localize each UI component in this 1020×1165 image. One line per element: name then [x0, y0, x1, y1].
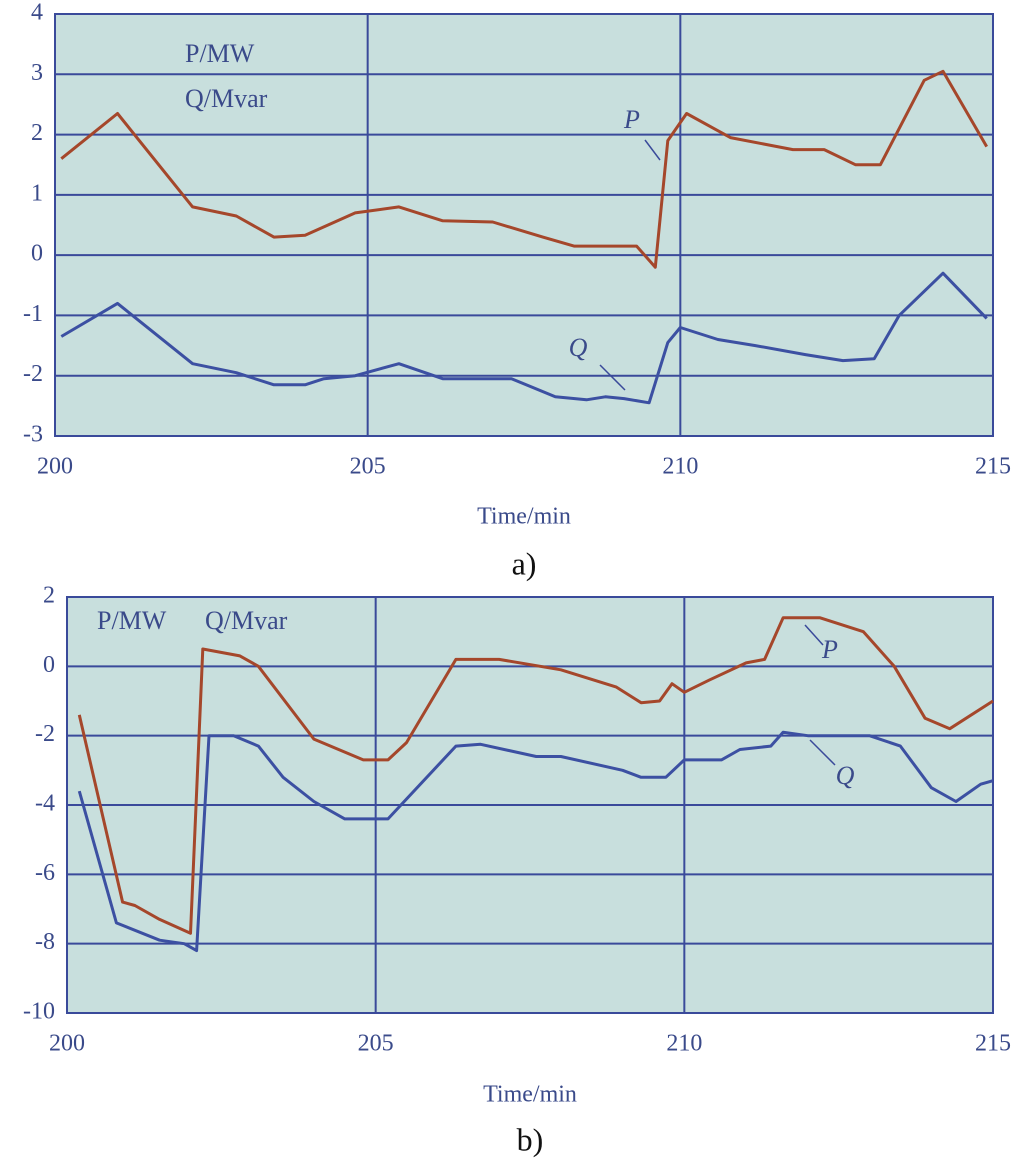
x-tick-label: 205: [358, 1031, 394, 1057]
y-tick-label: 4: [31, 0, 43, 26]
y-tick-label: 0: [31, 241, 43, 267]
y-tick-label: -4: [35, 791, 55, 817]
y-tick-label: 2: [31, 120, 43, 146]
plot-area: [54, 13, 994, 437]
y-tick-label: -1: [23, 301, 43, 327]
subplot-label: b): [517, 1121, 544, 1157]
annotation: Q/Mvar: [205, 606, 288, 635]
x-tick-label: 215: [975, 454, 1011, 480]
series-label: P: [623, 105, 640, 134]
series-line: [77, 730, 994, 953]
x-tick-label: 210: [662, 454, 698, 480]
subplot-label: a): [512, 545, 537, 581]
y-tick-label: -8: [35, 929, 55, 955]
x-axis-label: Time/min: [477, 504, 571, 530]
y-tick-label: -10: [23, 999, 55, 1025]
y-tick-label: 2: [43, 583, 55, 609]
y-tick-label: 0: [43, 652, 55, 678]
series-line: [60, 271, 988, 405]
x-tick-label: 205: [350, 454, 386, 480]
annotation: Q/Mvar: [185, 84, 268, 113]
y-tick-label: 3: [31, 60, 43, 86]
x-tick-label: 200: [37, 454, 73, 480]
y-tick-label: -2: [35, 721, 55, 747]
annotation: P/MW: [97, 606, 167, 635]
series-line: [60, 69, 988, 269]
y-tick-label: -6: [35, 860, 55, 886]
x-tick-label: 210: [666, 1031, 702, 1057]
x-tick-label: 200: [49, 1031, 85, 1057]
y-tick-label: 1: [31, 180, 43, 206]
y-tick-label: -2: [23, 361, 43, 387]
y-tick-label: -3: [23, 422, 43, 448]
leader-line: [804, 624, 824, 646]
leader-line: [809, 739, 836, 766]
leader-line: [599, 364, 626, 391]
x-axis-label: Time/min: [483, 1082, 577, 1108]
series-label: Q: [836, 761, 855, 790]
series-label: Q: [569, 333, 588, 362]
annotation: P/MW: [185, 39, 255, 68]
series-line: [77, 616, 994, 935]
x-tick-label: 215: [975, 1031, 1011, 1057]
series-label: P: [821, 635, 838, 664]
leader-line: [644, 139, 661, 161]
